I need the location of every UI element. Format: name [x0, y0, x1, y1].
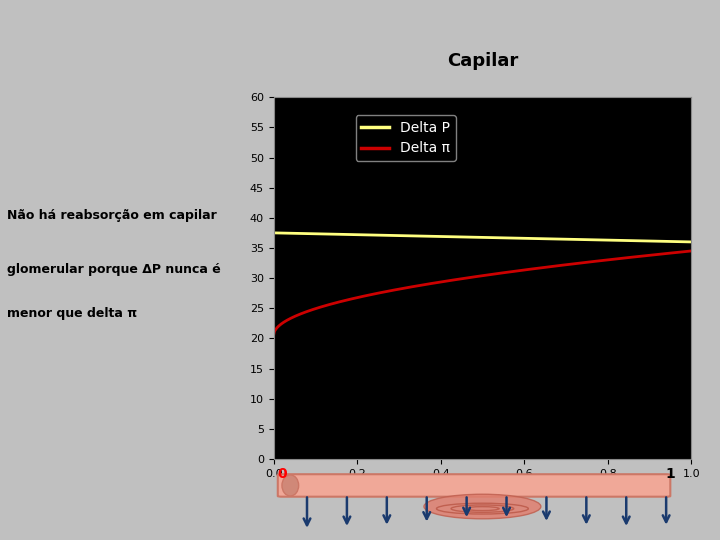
Delta P — [467, 234, 476, 240]
Text: 0: 0 — [277, 467, 287, 481]
Delta P — [611, 237, 620, 244]
Delta π — [467, 274, 476, 280]
Ellipse shape — [424, 494, 541, 519]
Line: Delta P: Delta P — [274, 233, 691, 242]
Delta π — [518, 267, 526, 273]
Delta π — [677, 249, 685, 255]
Delta π — [495, 270, 504, 276]
Delta π — [611, 256, 620, 262]
Delta P — [687, 239, 696, 245]
X-axis label: Distância: Distância — [443, 484, 522, 500]
Delta P — [470, 234, 479, 240]
FancyBboxPatch shape — [278, 474, 670, 497]
Text: Capilar: Capilar — [447, 52, 518, 70]
Ellipse shape — [282, 475, 299, 496]
Text: menor que delta π: menor que delta π — [7, 307, 138, 320]
Delta P — [269, 230, 278, 236]
Delta π — [470, 274, 479, 280]
Text: glomerular porque ΔP nunca é: glomerular porque ΔP nunca é — [7, 264, 221, 276]
Legend: Delta P, Delta π: Delta P, Delta π — [356, 115, 456, 161]
Delta P — [677, 239, 685, 245]
Text: Não há reabsorção em capilar: Não há reabsorção em capilar — [7, 210, 217, 222]
Delta π — [269, 332, 278, 339]
Delta P — [518, 235, 526, 241]
Line: Delta π: Delta π — [274, 251, 691, 335]
Delta π — [687, 248, 696, 254]
Delta P — [495, 234, 504, 241]
Text: 1: 1 — [665, 467, 675, 481]
